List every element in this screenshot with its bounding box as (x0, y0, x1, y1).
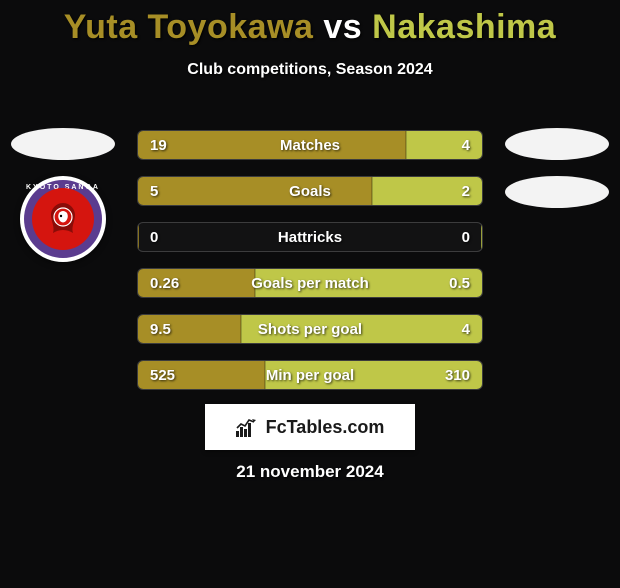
stat-row: 0 0Hattricks (137, 222, 483, 252)
stat-row: 9.5 4Shots per goal (137, 314, 483, 344)
stat-value-left: 525 (150, 361, 175, 389)
stat-row: 19 4Matches (137, 130, 483, 160)
stat-value-left: 19 (150, 131, 167, 159)
title-player2: Nakashima (372, 8, 556, 46)
stat-value-left: 0 (150, 223, 158, 251)
stat-row: 525 310Min per goal (137, 360, 483, 390)
stat-value-right: 0.5 (449, 269, 470, 297)
stat-value-right: 310 (445, 361, 470, 389)
player1-club-badge: KYOTO SANGA (20, 176, 106, 262)
title-player1: Yuta Toyokawa (64, 8, 314, 46)
stat-label: Min per goal (138, 361, 482, 389)
fctables-text: FcTables.com (266, 417, 385, 438)
lion-icon (41, 197, 85, 241)
page-title: Yuta Toyokawa vs Nakashima (0, 8, 620, 47)
stat-value-right: 4 (462, 131, 470, 159)
stat-value-right: 2 (462, 177, 470, 205)
player2-club-placeholder (505, 176, 609, 208)
stat-row: 0.26 0.5Goals per match (137, 268, 483, 298)
stats-area: 194Matches52Goals00Hattricks0.260.5Goals… (137, 130, 483, 406)
stat-label: Matches (138, 131, 482, 159)
stat-label: Shots per goal (138, 315, 482, 343)
player2-flag-placeholder (505, 128, 609, 160)
date-label: 21 november 2024 (0, 462, 620, 482)
stat-value-left: 5 (150, 177, 158, 205)
stat-value-left: 0.26 (150, 269, 179, 297)
stat-value-right: 4 (462, 315, 470, 343)
stat-label: Goals per match (138, 269, 482, 297)
stat-value-right: 0 (462, 223, 470, 251)
stat-label: Hattricks (138, 223, 482, 251)
left-side-column: KYOTO SANGA (8, 128, 118, 262)
title-vs: vs (323, 8, 362, 46)
player1-flag-placeholder (11, 128, 115, 160)
club-badge-inner (32, 188, 94, 250)
stat-value-left: 9.5 (150, 315, 171, 343)
stat-label: Goals (138, 177, 482, 205)
fctables-logo-icon (236, 417, 260, 437)
stat-row: 5 2Goals (137, 176, 483, 206)
fctables-banner[interactable]: FcTables.com (205, 404, 415, 450)
right-side-column (502, 128, 612, 208)
subtitle: Club competitions, Season 2024 (0, 61, 620, 79)
